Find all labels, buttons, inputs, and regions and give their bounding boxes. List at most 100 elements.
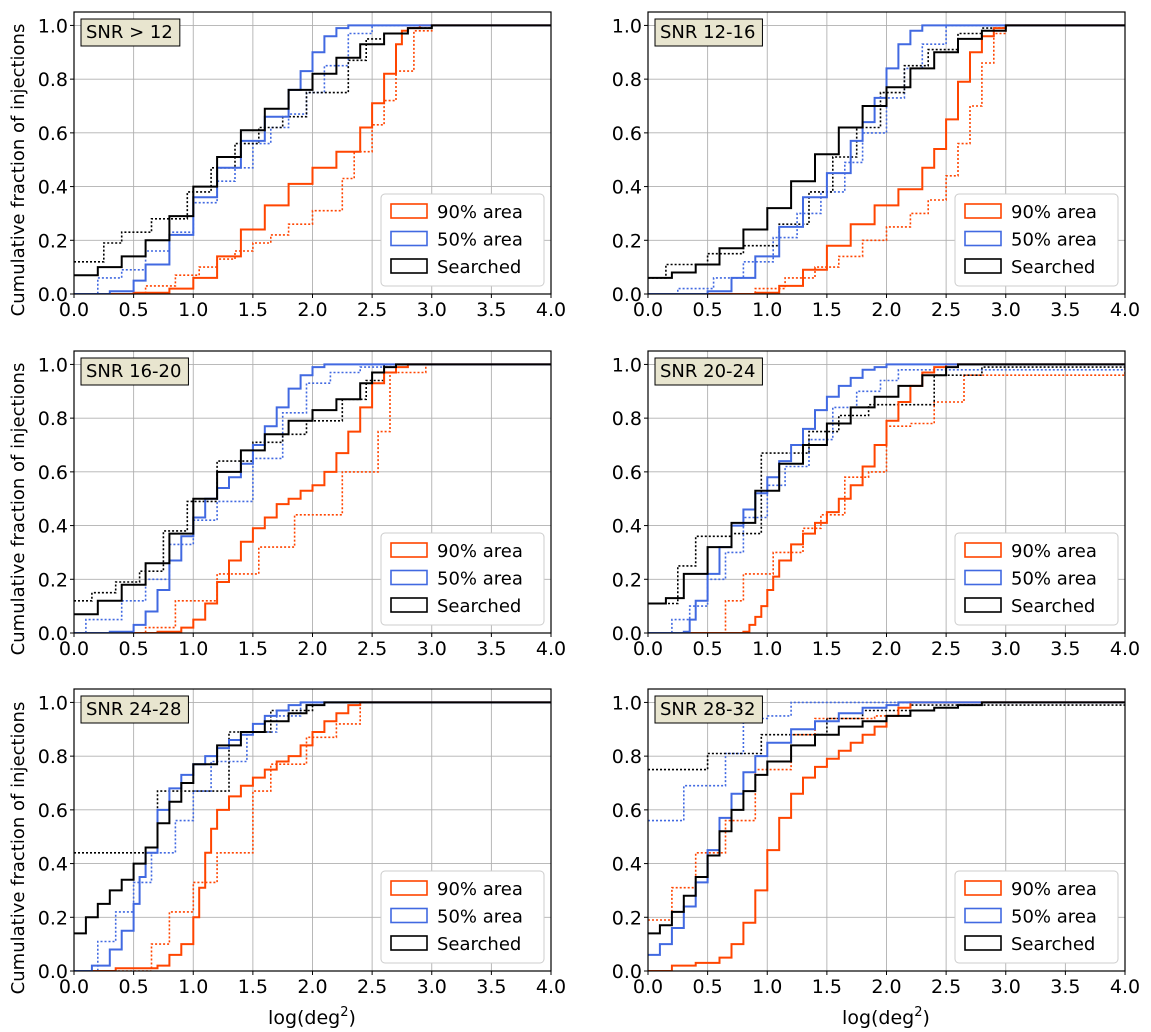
panel-label-text: SNR 12-16 <box>660 22 755 43</box>
panel-label: SNR > 12 <box>80 18 181 47</box>
axes-frame <box>647 11 1126 295</box>
y-tick-label: 0.6 <box>38 800 68 822</box>
legend-entry: Searched <box>437 596 521 617</box>
x-tick-label: 2.5 <box>357 638 387 660</box>
legend-swatch <box>964 230 1002 247</box>
x-axis-label: log(deg2) <box>268 1005 356 1029</box>
y-tick-label: 0.4 <box>612 854 642 876</box>
x-tick-label: 3.5 <box>476 299 506 321</box>
x-tick-label: 1.0 <box>752 976 782 998</box>
panel-label: SNR 16-20 <box>80 357 189 386</box>
chart-panel: 0.0 0.5 1.0 1.5 2.0 2.5 3.0 3.5 4.0 0.0 0.2 0.4 0.6 0… <box>612 688 1140 998</box>
x-tick-label: 0.0 <box>633 638 663 660</box>
legend-frame <box>954 193 1119 287</box>
x-tick-label: 3.0 <box>991 299 1021 321</box>
chart-panel: 0.0 0.5 1.0 1.5 2.0 2.5 3.0 3.5 4.0 0.0 0.2 0.4 0.6 0… <box>38 688 566 998</box>
legend-entry: 90% area <box>437 879 523 900</box>
legend-swatch <box>964 542 1002 558</box>
legend: 90% area 50% area Searched <box>954 532 1119 626</box>
panel-label-text: SNR 20-24 <box>660 361 755 382</box>
legend-swatch <box>390 203 428 219</box>
y-tick-label: 1.0 <box>612 15 642 37</box>
area50-dotted-curve <box>74 363 551 633</box>
x-tick-label: 4.0 <box>1110 638 1140 660</box>
x-tick-label: 1.5 <box>812 976 842 998</box>
y-tick-label: 0.2 <box>38 230 68 252</box>
legend-entry: 90% area <box>1011 879 1097 900</box>
legend-entry: 50% area <box>1011 569 1097 590</box>
x-tick-label: 3.0 <box>417 976 447 998</box>
x-tick-label: 3.5 <box>1050 638 1080 660</box>
x-tick-label: 0.5 <box>119 976 149 998</box>
legend-entry: 90% area <box>437 541 523 562</box>
legend-swatch <box>964 907 1002 924</box>
legend-swatch <box>390 230 428 247</box>
y-tick-label: 0.6 <box>38 462 68 484</box>
legend-entry: 50% area <box>437 230 523 251</box>
y-tick-label: 0.8 <box>38 746 68 768</box>
x-tick-label: 3.0 <box>991 638 1021 660</box>
legend-swatch <box>390 880 428 896</box>
x-tick-label: 2.5 <box>931 299 961 321</box>
x-axis-label: log(deg2) <box>842 1005 930 1029</box>
area90-dotted-curve <box>74 24 551 294</box>
y-tick-label: 0.4 <box>612 177 642 199</box>
x-tick-label: 2.5 <box>931 638 961 660</box>
x-tick-label: 0.0 <box>59 976 89 998</box>
y-tick-label: 0.0 <box>38 284 68 306</box>
legend-entry: 90% area <box>1011 202 1097 223</box>
area50-solid-curve <box>648 701 1125 956</box>
area50-solid-curve <box>74 363 551 633</box>
x-tick-label: 1.5 <box>238 638 268 660</box>
legend-frame <box>380 870 545 964</box>
chart-panel: 0.0 0.5 1.0 1.5 2.0 2.5 3.0 3.5 4.0 0.0 0.2 0.4 0.6 0… <box>612 350 1140 660</box>
searched-solid-curve <box>648 363 1125 605</box>
x-tick-label: 1.0 <box>178 976 208 998</box>
axes-frame <box>73 688 552 972</box>
panel-label-text: SNR 16-20 <box>86 361 181 382</box>
area90-solid-curve <box>648 701 1125 971</box>
panel-label-box <box>80 695 189 724</box>
y-tick-label: 1.0 <box>38 354 68 376</box>
chart-panel: 0.0 0.5 1.0 1.5 2.0 2.5 3.0 3.5 4.0 0.0 0.2 0.4 0.6 0… <box>38 350 566 660</box>
searched-dotted-curve <box>74 363 551 602</box>
legend-entry: 90% area <box>437 202 523 223</box>
panel-label: SNR 20-24 <box>654 357 763 386</box>
y-tick-label: 1.0 <box>38 15 68 37</box>
panel-label: SNR 12-16 <box>654 18 763 47</box>
y-tick-label: 0.0 <box>38 961 68 983</box>
area50-dotted-curve <box>74 701 551 971</box>
legend-frame <box>380 193 545 287</box>
x-tick-label: 0.0 <box>633 976 663 998</box>
y-axis-label: Cumulative fraction of injections <box>8 363 29 656</box>
chart-panel: 0.0 0.5 1.0 1.5 2.0 2.5 3.0 3.5 4.0 0.0 0.2 0.4 0.6 0… <box>38 11 566 321</box>
x-tick-label: 2.0 <box>297 976 327 998</box>
searched-dotted-curve <box>648 24 1125 279</box>
legend-entry: Searched <box>1011 257 1095 278</box>
axes-frame <box>73 350 552 634</box>
y-tick-label: 1.0 <box>38 692 68 714</box>
panel-label-text: SNR 24-28 <box>86 699 181 720</box>
legend-swatch <box>390 258 428 274</box>
x-tick-label: 0.5 <box>119 638 149 660</box>
axes-frame <box>73 11 552 295</box>
x-tick-label: 0.0 <box>633 299 663 321</box>
y-tick-label: 0.2 <box>38 907 68 929</box>
chart-panel: 0.0 0.5 1.0 1.5 2.0 2.5 3.0 3.5 4.0 0.0 0.2 0.4 0.6 0… <box>612 11 1140 321</box>
y-tick-label: 0.0 <box>612 961 642 983</box>
y-tick-label: 0.0 <box>38 623 68 645</box>
legend-swatch <box>390 542 428 558</box>
legend-entry: Searched <box>437 934 521 955</box>
legend-entry: 50% area <box>1011 907 1097 928</box>
area50-solid-curve <box>648 363 1125 633</box>
legend-swatch <box>390 597 428 613</box>
legend-entry: 50% area <box>437 907 523 928</box>
area90-solid-curve <box>74 363 551 633</box>
x-tick-label: 0.5 <box>693 638 723 660</box>
area90-dotted-curve <box>648 364 1125 633</box>
y-tick-label: 0.4 <box>38 854 68 876</box>
x-tick-label: 2.5 <box>931 976 961 998</box>
searched-solid-curve <box>74 701 551 935</box>
legend-frame <box>954 870 1119 964</box>
legend-swatch <box>964 203 1002 219</box>
